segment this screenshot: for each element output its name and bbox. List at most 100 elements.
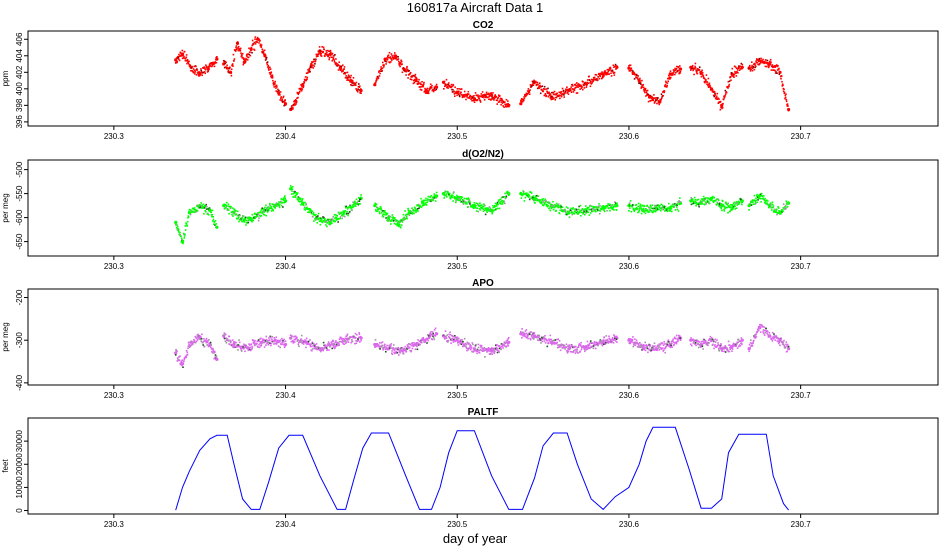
data-point <box>660 98 662 101</box>
data-point <box>320 218 323 221</box>
data-point <box>296 340 299 342</box>
data-point <box>211 65 214 67</box>
data-point <box>348 206 350 209</box>
data-point <box>583 84 585 87</box>
data-point <box>417 81 420 83</box>
data-point <box>419 88 422 91</box>
data-point <box>229 71 232 73</box>
data-point <box>644 212 647 215</box>
data-point <box>608 73 611 75</box>
data-point <box>556 204 559 206</box>
data-point <box>601 71 603 73</box>
data-point <box>292 342 295 344</box>
data-point <box>320 52 322 55</box>
data-point <box>730 79 732 81</box>
data-point <box>772 206 774 209</box>
data-point <box>546 92 549 94</box>
flight-segment-0 <box>174 333 219 368</box>
data-point <box>204 205 207 208</box>
data-point <box>646 204 648 207</box>
data-point <box>640 346 642 348</box>
data-point <box>206 205 208 208</box>
data-point <box>696 199 698 201</box>
data-point <box>717 198 720 200</box>
data-point <box>407 209 410 212</box>
data-point <box>574 352 577 355</box>
data-point <box>350 341 352 344</box>
data-point <box>274 207 276 209</box>
data-point <box>454 335 456 337</box>
data-point <box>360 339 362 342</box>
data-point <box>543 199 545 202</box>
data-point <box>496 103 498 105</box>
data-point <box>443 88 445 90</box>
data-point <box>263 214 266 216</box>
data-point <box>279 203 281 205</box>
data-point <box>637 78 639 80</box>
data-point <box>346 334 348 337</box>
data-point <box>583 87 586 89</box>
data-point <box>329 223 332 225</box>
data-point <box>212 218 215 221</box>
data-point <box>549 334 552 337</box>
data-point <box>245 57 247 60</box>
data-point <box>317 50 320 53</box>
data-point <box>571 83 574 86</box>
data-point <box>536 83 538 86</box>
data-point <box>264 209 267 211</box>
data-point <box>575 86 577 89</box>
data-point <box>304 79 307 82</box>
data-point <box>259 338 261 340</box>
flight-segment-0 <box>174 49 219 77</box>
data-point <box>242 57 244 59</box>
data-point <box>395 223 397 225</box>
data-point <box>405 216 408 218</box>
data-point <box>350 74 352 77</box>
data-point <box>382 214 384 216</box>
data-point <box>709 338 712 341</box>
data-point <box>450 338 453 340</box>
data-point <box>284 345 286 347</box>
data-point <box>293 196 295 198</box>
data-point <box>308 67 311 70</box>
data-point <box>376 206 378 209</box>
data-point <box>457 344 460 346</box>
data-point <box>198 205 201 208</box>
data-point <box>411 342 414 344</box>
data-point <box>724 93 727 96</box>
data-point <box>334 62 336 64</box>
data-point <box>730 72 733 74</box>
data-point <box>567 91 569 93</box>
data-point <box>701 200 704 203</box>
data-point <box>423 81 425 84</box>
data-point <box>259 342 262 345</box>
data-point <box>176 357 179 359</box>
data-point <box>352 206 354 209</box>
data-point <box>655 97 658 99</box>
data-point <box>489 350 491 352</box>
data-point <box>323 348 325 350</box>
data-point <box>677 340 679 343</box>
data-point <box>751 61 753 63</box>
data-point <box>388 51 391 54</box>
data-point <box>577 84 579 86</box>
data-point <box>708 202 711 205</box>
data-point <box>470 97 473 100</box>
data-point <box>702 342 705 345</box>
data-point <box>292 104 295 107</box>
data-point <box>457 90 460 93</box>
data-point <box>431 333 433 336</box>
data-point <box>733 65 736 68</box>
data-point <box>358 83 360 85</box>
data-point <box>180 363 183 365</box>
data-point <box>385 63 387 65</box>
data-point <box>724 89 727 92</box>
data-point <box>455 92 458 94</box>
data-point <box>735 207 738 209</box>
data-point <box>657 100 659 102</box>
data-point <box>301 199 303 201</box>
data-point <box>178 359 181 361</box>
data-point <box>433 329 436 331</box>
data-point <box>336 215 338 217</box>
